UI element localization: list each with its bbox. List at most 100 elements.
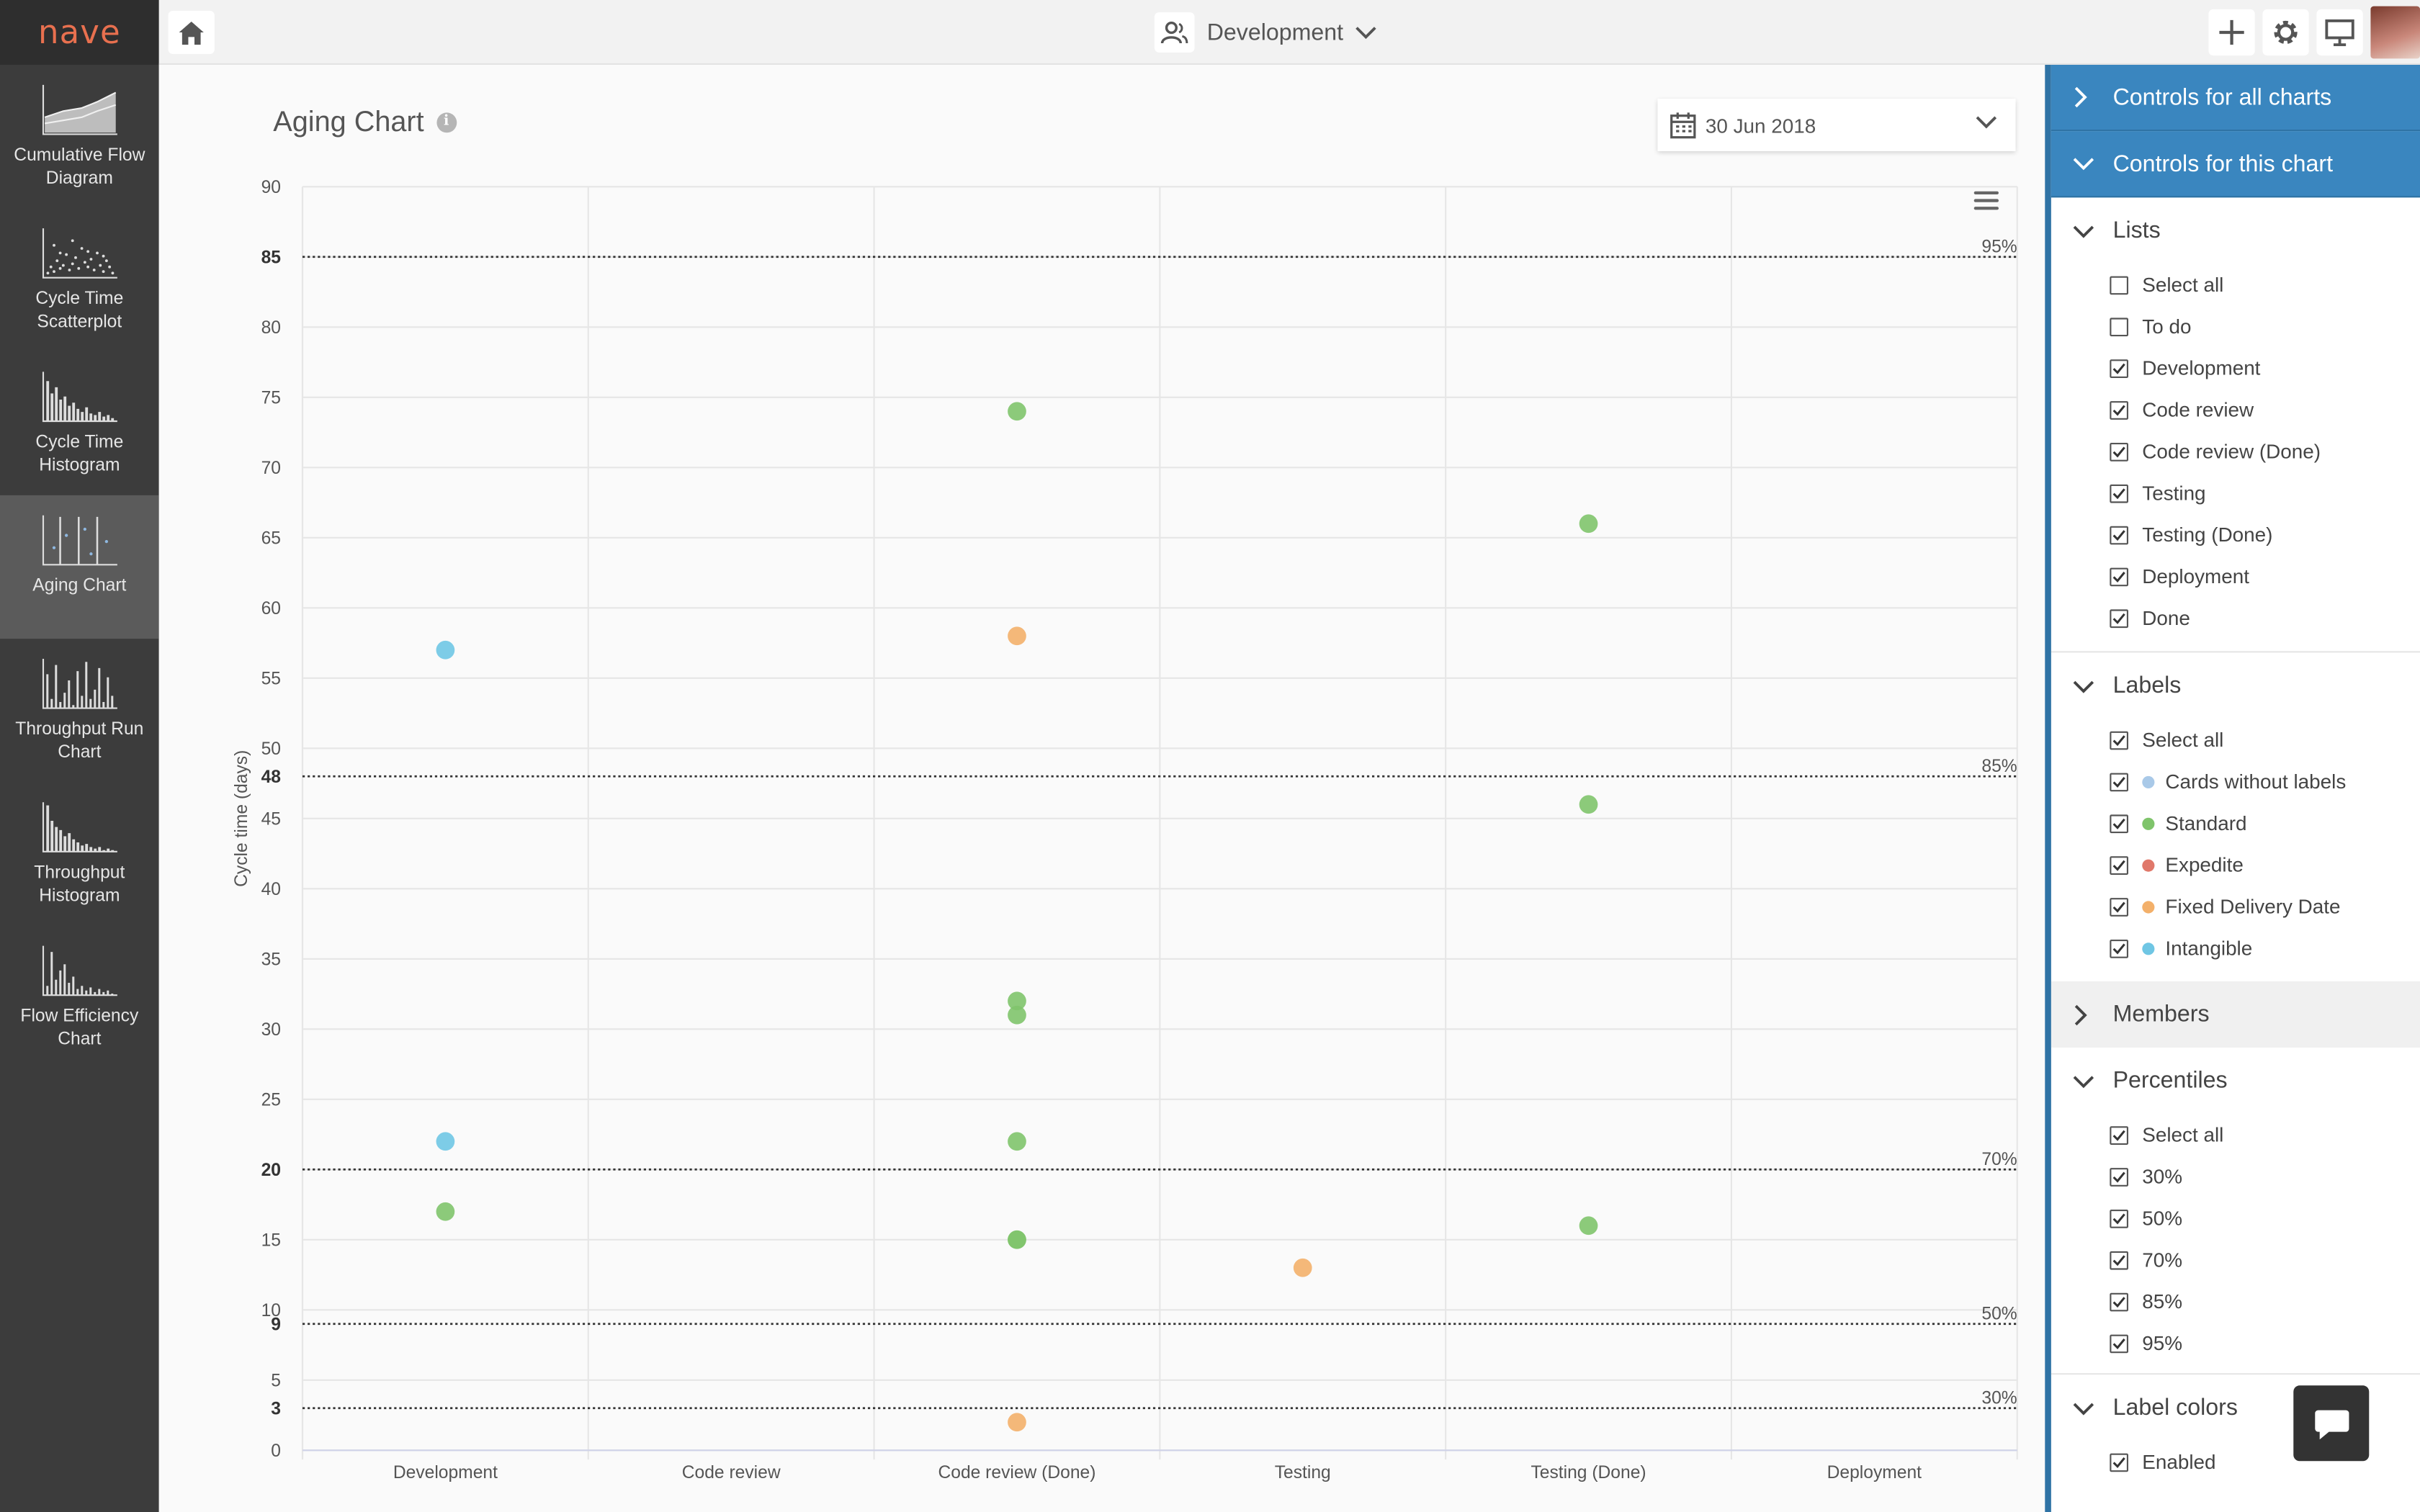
checkbox[interactable] [2110,1125,2128,1144]
sidebar-item-throughput-histogram[interactable]: Throughput Histogram [0,782,159,925]
controls-all-charts-header[interactable]: Controls for all charts [2051,65,2420,132]
checkbox-label: 95% [2142,1331,2183,1355]
checkbox[interactable] [2110,400,2128,419]
board-selector[interactable]: Development [1154,12,1377,53]
presentation-button[interactable] [2316,9,2363,56]
list-checkbox-row[interactable]: Select all [2051,264,2420,305]
lists-section-header[interactable]: Lists [2051,197,2420,264]
list-checkbox-row[interactable]: Deployment [2051,555,2420,597]
checkbox[interactable] [2110,275,2128,294]
percentile-label: 95% [1981,237,2017,256]
checkbox[interactable] [2110,317,2128,336]
list-checkbox-row[interactable]: Development [2051,347,2420,389]
run-chart-icon [41,658,117,709]
percentile-checkbox-row[interactable]: 85% [2051,1281,2420,1323]
labels-section-header[interactable]: Labels [2051,652,2420,719]
checkbox-label: Fixed Delivery Date [2165,894,2341,918]
checkbox[interactable] [2110,1167,2128,1186]
checkbox[interactable] [2110,1333,2128,1353]
chevron-down-icon [2073,225,2094,238]
chat-button[interactable] [2293,1385,2370,1462]
aging-chart: 0 5 10 15 20 25 30 35 40 45 50 55 60 65 70 75 80 85 90 Deve… [232,178,2018,1482]
checkbox[interactable] [2110,897,2128,916]
checkbox-label: 50% [2142,1206,2183,1230]
data-point [1579,795,1598,814]
y-tick-label: 25 [261,1090,281,1110]
page-title: Aging Chart i [273,105,457,139]
sidebar-item-label: Aging Chart [32,577,127,596]
sidebar-item-flow-efficiency[interactable]: Flow Efficiency Chart [0,926,159,1069]
sidebar-item-histogram[interactable]: Cycle Time Histogram [0,352,159,495]
list-checkbox-row[interactable]: Testing [2051,472,2420,514]
checkbox[interactable] [2110,359,2128,377]
list-checkbox-row[interactable]: Code review [2051,389,2420,431]
checkbox[interactable] [2110,525,2128,544]
flow-efficiency-icon [41,945,117,996]
add-button[interactable] [2208,9,2255,56]
members-section-header[interactable]: Members [2051,981,2420,1048]
logo[interactable]: nave [0,0,159,65]
sidebar-item-label: Flow Efficiency Chart [20,1007,139,1050]
home-button[interactable] [168,11,215,54]
label-checkbox-row[interactable]: Cards without labels [2051,760,2420,802]
y-tick-label: 75 [261,388,281,408]
calendar-icon [1670,112,1696,139]
checkbox[interactable] [2110,483,2128,503]
percentiles-section-header[interactable]: Percentiles [2051,1048,2420,1114]
label-checkbox-row[interactable]: Expedite [2051,844,2420,886]
percentile-checkbox-row[interactable]: Select all [2051,1114,2420,1156]
sidebar-item-scatterplot[interactable]: Cycle Time Scatterplot [0,208,159,351]
checkbox[interactable] [2110,1452,2128,1472]
label-checkbox-row[interactable]: Intangible [2051,927,2420,969]
y-tick-label: 5 [271,1371,281,1390]
chart-menu-button[interactable] [1973,191,1999,213]
percentile-checkbox-row[interactable]: 70% [2051,1239,2420,1281]
checkbox[interactable] [2110,1250,2128,1269]
y-tick-label: 15 [261,1230,281,1250]
percentile-checkbox-row[interactable]: 50% [2051,1197,2420,1239]
controls-this-chart-header[interactable]: Controls for this chart [2051,131,2420,198]
checkbox-label: Done [2142,606,2190,630]
checkbox[interactable] [2110,814,2128,833]
chevron-down-icon [2073,680,2094,693]
x-category-label: Development [393,1463,498,1482]
sidebar-item-cumulative-flow[interactable]: Cumulative Flow Diagram [0,65,159,208]
checkbox[interactable] [2110,730,2128,750]
label-color-checkbox-row[interactable]: Enabled [2051,1441,2420,1482]
checkbox[interactable] [2110,608,2128,628]
checkbox[interactable] [2110,1292,2128,1311]
list-checkbox-row[interactable]: Code review (Done) [2051,431,2420,472]
checkbox[interactable] [2110,855,2128,874]
checkbox[interactable] [2110,938,2128,958]
cumulative-flow-icon [41,84,117,135]
label-checkbox-row[interactable]: Select all [2051,719,2420,761]
label-colors-section-header[interactable]: Label colors [2051,1374,2420,1441]
home-icon [179,20,204,45]
avatar[interactable] [2370,6,2420,59]
checkbox[interactable] [2110,1208,2128,1228]
histogram-icon [41,372,117,423]
percentile-checkbox-row[interactable]: 30% [2051,1156,2420,1197]
list-checkbox-row[interactable]: To do [2051,305,2420,347]
checkbox[interactable] [2110,441,2128,461]
checkbox[interactable] [2110,772,2128,791]
sidebar-item-run-chart[interactable]: Throughput Run Chart [0,639,159,782]
date-picker[interactable]: 30 Jun 2018 [1657,99,2016,151]
label-checkbox-row[interactable]: Standard [2051,802,2420,844]
y-tick-label: 10 [261,1301,281,1320]
y-tick-label: 35 [261,950,281,969]
chevron-right-icon [2074,86,2087,108]
members-title: Members [2112,1001,2210,1028]
list-checkbox-row[interactable]: Testing (Done) [2051,514,2420,556]
checkbox-label: Intangible [2165,936,2253,960]
list-checkbox-row[interactable]: Done [2051,597,2420,639]
label-checkbox-row[interactable]: Fixed Delivery Date [2051,886,2420,927]
percentile-checkbox-row[interactable]: 95% [2051,1322,2420,1364]
x-category-label: Deployment [1827,1463,1922,1482]
y-tick-label: 60 [261,599,281,618]
checkbox[interactable] [2110,567,2128,586]
info-icon[interactable]: i [436,112,457,132]
settings-button[interactable] [2262,9,2309,56]
sidebar-item-aging-chart[interactable]: Aging Chart [0,495,159,639]
controls-panel: Controls for all charts Controls for thi… [2045,65,2420,1512]
